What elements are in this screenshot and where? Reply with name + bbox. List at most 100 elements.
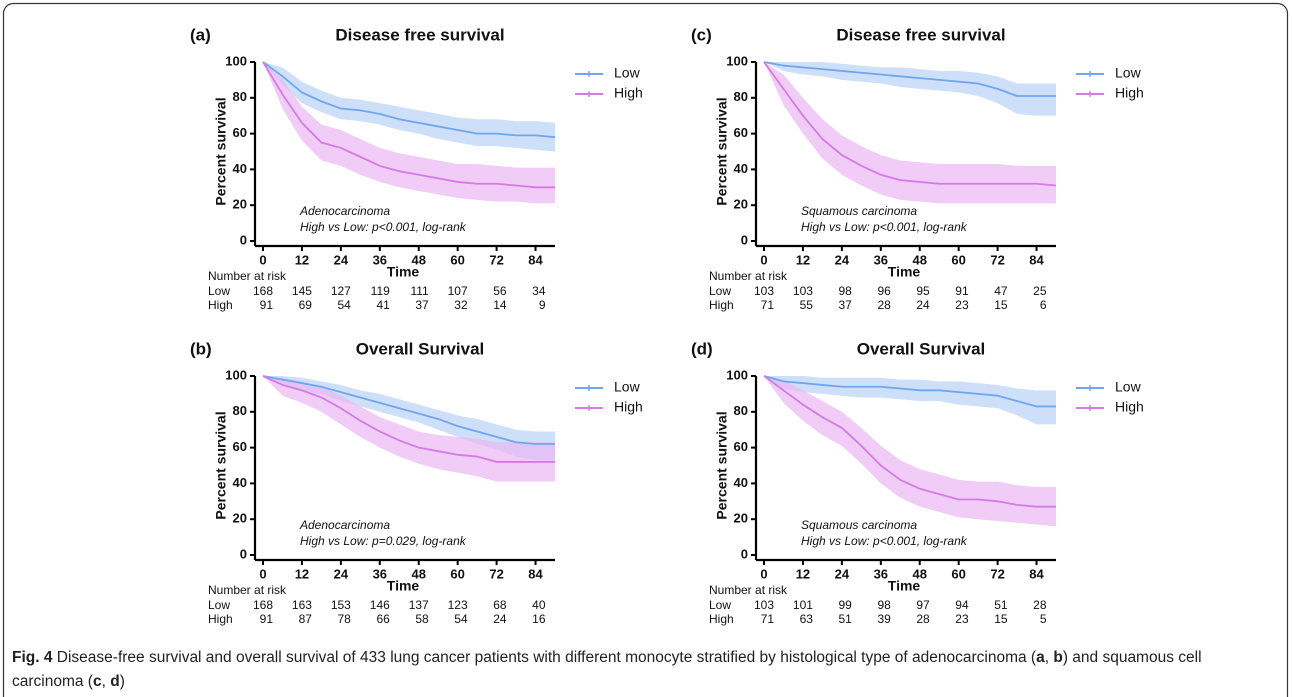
y-tick-label: 40 xyxy=(233,161,247,176)
survival-line xyxy=(262,61,555,189)
risk-value: 96 xyxy=(877,284,891,298)
risk-value: 40 xyxy=(532,598,546,612)
risk-value: 37 xyxy=(839,298,853,312)
y-tick-label: 60 xyxy=(734,125,748,140)
risk-row-label: Low xyxy=(709,284,731,298)
x-axis-label: Time xyxy=(888,264,921,280)
risk-row-label: High xyxy=(208,298,233,312)
risk-value: 145 xyxy=(292,284,312,298)
chart-title: Disease free survival xyxy=(836,25,1005,44)
risk-value: 51 xyxy=(839,612,853,626)
y-tick-label: 0 xyxy=(741,232,748,247)
caption-text: a xyxy=(1036,649,1045,666)
risk-value: 24 xyxy=(493,612,507,626)
caption-text: c xyxy=(92,673,102,690)
x-tick-label: 72 xyxy=(990,566,1004,581)
risk-value: 168 xyxy=(253,284,273,298)
risk-value: 69 xyxy=(299,298,313,312)
confidence-band xyxy=(263,62,555,152)
x-tick-label: 36 xyxy=(874,566,888,581)
x-axis-label: Time xyxy=(387,578,420,594)
x-axis-label: Time xyxy=(387,264,420,280)
risk-value: 23 xyxy=(955,612,969,626)
risk-value: 39 xyxy=(877,612,891,626)
risk-value: 91 xyxy=(955,284,969,298)
risk-row-label: High xyxy=(709,298,734,312)
risk-value: 28 xyxy=(916,612,930,626)
risk-value: 66 xyxy=(376,612,390,626)
caption-text: ) and squamous cell carcinoma ( xyxy=(12,649,1202,690)
risk-value: 98 xyxy=(877,598,891,612)
y-tick-label: 0 xyxy=(741,546,748,561)
y-tick-label: 20 xyxy=(734,197,748,212)
caption-text: , xyxy=(101,673,111,690)
risk-value: 97 xyxy=(916,598,930,612)
risk-value: 63 xyxy=(800,612,814,626)
risk-value: 32 xyxy=(454,298,468,312)
y-tick-label: 80 xyxy=(734,89,748,104)
risk-value: 56 xyxy=(493,284,507,298)
annotation: High vs Low: p<0.001, log-rank xyxy=(801,220,968,234)
risk-value: 55 xyxy=(800,298,814,312)
y-tick-label: 100 xyxy=(726,53,748,68)
risk-value: 16 xyxy=(532,612,546,626)
x-tick-label: 12 xyxy=(295,252,309,267)
x-tick-label: 0 xyxy=(259,566,266,581)
x-tick-label: 0 xyxy=(760,252,767,267)
risk-value: 123 xyxy=(448,598,468,612)
survival-line xyxy=(763,61,1057,187)
y-tick-label: 60 xyxy=(734,439,748,454)
x-tick-label: 24 xyxy=(835,566,850,581)
x-tick-label: 84 xyxy=(528,566,543,581)
panel-label: (d) xyxy=(691,339,713,358)
legend-label: High xyxy=(614,85,643,101)
confidence-band xyxy=(764,62,1056,204)
x-tick-label: 60 xyxy=(450,252,464,267)
caption-text: , xyxy=(1044,649,1054,666)
y-tick-label: 100 xyxy=(225,367,247,382)
x-tick-label: 60 xyxy=(951,252,965,267)
risk-row-label: Low xyxy=(208,598,230,612)
risk-value: 68 xyxy=(493,598,507,612)
annotation: Squamous carcinoma xyxy=(801,204,917,218)
confidence-band xyxy=(764,62,1056,116)
risk-value: 9 xyxy=(539,298,546,312)
y-tick-label: 40 xyxy=(734,475,748,490)
risk-value: 37 xyxy=(415,298,429,312)
x-tick-label: 84 xyxy=(1029,566,1044,581)
y-tick-label: 0 xyxy=(240,232,247,247)
y-tick-label: 60 xyxy=(233,439,247,454)
risk-table-label: Number at risk xyxy=(709,269,788,283)
x-tick-label: 36 xyxy=(373,252,387,267)
risk-row-label: Low xyxy=(208,284,230,298)
legend-label: High xyxy=(1115,399,1144,415)
risk-value: 146 xyxy=(370,598,390,612)
risk-value: 47 xyxy=(994,284,1008,298)
y-axis-label: Percent survival xyxy=(714,411,730,519)
annotation: High vs Low: p<0.001, log-rank xyxy=(801,534,968,548)
risk-value: 103 xyxy=(793,284,813,298)
x-tick-label: 60 xyxy=(450,566,464,581)
panel-label: (c) xyxy=(691,25,712,44)
panel-label: (b) xyxy=(190,339,212,358)
risk-value: 54 xyxy=(338,298,352,312)
x-tick-label: 0 xyxy=(259,252,266,267)
legend-label: High xyxy=(1115,85,1144,101)
y-tick-label: 0 xyxy=(240,546,247,561)
y-tick-label: 20 xyxy=(734,511,748,526)
x-tick-label: 24 xyxy=(334,252,349,267)
survival-line xyxy=(262,375,555,445)
risk-row-label: High xyxy=(709,612,734,626)
x-tick-label: 72 xyxy=(489,252,503,267)
risk-value: 137 xyxy=(409,598,429,612)
annotation: Adenocarcinoma xyxy=(299,204,390,218)
risk-value: 25 xyxy=(1033,284,1047,298)
risk-value: 87 xyxy=(299,612,313,626)
x-tick-label: 36 xyxy=(874,252,888,267)
y-tick-label: 40 xyxy=(233,475,247,490)
risk-row-label: High xyxy=(208,612,233,626)
risk-value: 15 xyxy=(994,612,1008,626)
y-tick-label: 40 xyxy=(734,161,748,176)
survival-line xyxy=(763,375,1056,408)
